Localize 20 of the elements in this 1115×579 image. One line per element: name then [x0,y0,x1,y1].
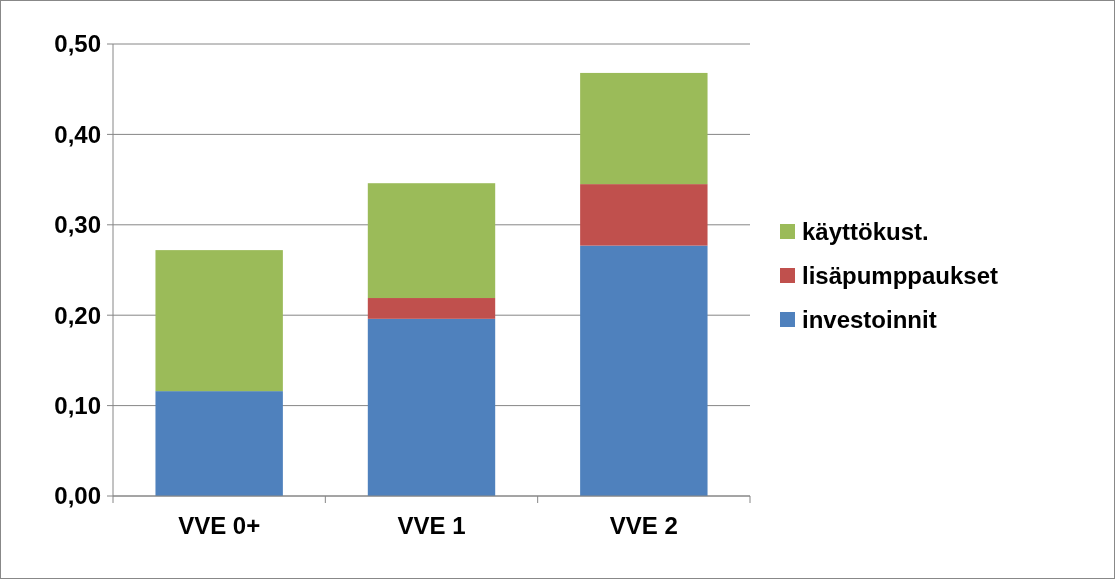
legend-label: investoinnit [802,306,937,334]
legend-label: lisäpumppaukset [802,262,999,290]
bar [155,250,283,392]
y-tick-label: 0,10 [54,392,101,419]
x-tick-label: VVE 1 [397,512,466,539]
bar [367,298,496,319]
bar [580,245,708,496]
bar [580,184,708,246]
bar [367,318,496,496]
bar [155,391,283,496]
y-tick-label: 0,40 [54,120,101,148]
x-tick-label: VVE 0+ [178,512,261,539]
y-tick-label: 0,00 [54,482,101,510]
legend-label: käyttökust. [802,218,929,246]
bar [580,72,708,185]
y-tick-label: 0,50 [54,30,101,58]
y-tick-label: 0,30 [54,211,101,239]
x-tick-label: VVE 2 [609,512,678,539]
bar [367,183,496,299]
y-tick-label: 0,20 [54,301,101,329]
